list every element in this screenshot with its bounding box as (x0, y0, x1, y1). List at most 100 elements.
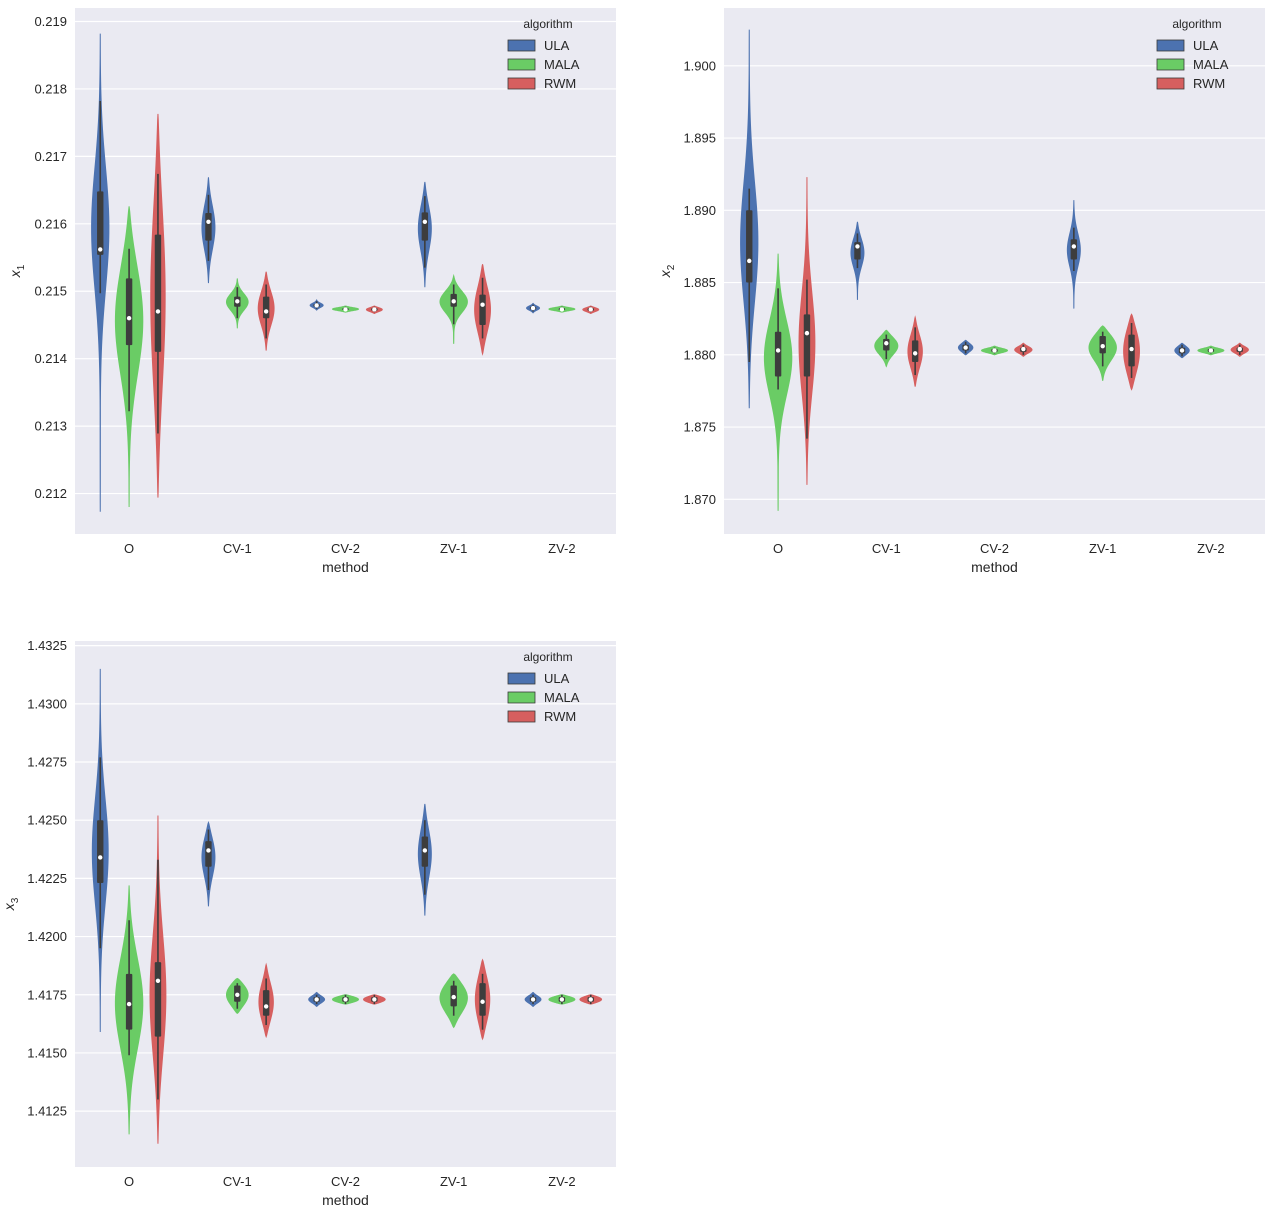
legend-swatch-mala (1156, 58, 1185, 71)
legend-label: ULA (544, 671, 570, 686)
violin-iqr-box (262, 990, 270, 1016)
violin-iqr-box (154, 234, 162, 352)
violin-median (588, 307, 593, 312)
violin-median (235, 992, 240, 997)
violin-median (263, 309, 269, 314)
legend-swatch-ula (1156, 39, 1185, 52)
x-tick-label: CV-2 (331, 1174, 360, 1189)
y-tick-label: 1.4175 (27, 987, 67, 1002)
violin-iqr-box (479, 983, 486, 1016)
legend-title: algorithm (1172, 17, 1221, 31)
violin-iqr-box (1070, 239, 1078, 260)
y-tick-label: 1.870 (683, 492, 716, 507)
y-tick-label: 1.4325 (27, 638, 67, 653)
plot-background (75, 641, 616, 1167)
y-tick-label: 0.212 (34, 486, 67, 501)
legend-label: RWM (544, 76, 576, 91)
violin-median (155, 309, 161, 314)
legend-swatch-mala (507, 58, 536, 71)
y-tick-label: 1.875 (683, 420, 716, 435)
y-tick-label: 1.880 (683, 347, 716, 362)
x-axis-label: method (322, 559, 369, 575)
violin-median (343, 307, 348, 312)
violin-median (422, 848, 428, 853)
violin-iqr-box (803, 314, 811, 377)
x-axis-label: method (322, 1192, 369, 1208)
y-tick-label: 1.4125 (27, 1104, 67, 1119)
y-tick-label: 0.219 (34, 14, 67, 29)
violin-iqr-box (97, 820, 104, 884)
violin-median (451, 299, 456, 304)
x-tick-label: ZV-2 (548, 1174, 575, 1189)
violin-median (263, 1004, 269, 1009)
violin-median (98, 855, 103, 860)
violin-iqr-box (421, 212, 429, 241)
y-axis-label-base: x (657, 269, 673, 278)
violin-median (588, 997, 593, 1002)
violin-median (451, 994, 456, 1000)
violin-median (1129, 346, 1134, 352)
violin-median (963, 345, 968, 350)
violin-median (804, 330, 810, 336)
violin-median (992, 348, 997, 353)
violin-median (480, 999, 485, 1004)
x-tick-label: CV-1 (223, 541, 252, 556)
violin-median (206, 848, 211, 853)
x-tick-label: ZV-2 (548, 541, 575, 556)
violin-median (155, 978, 161, 984)
y-tick-label: 1.4250 (27, 813, 67, 828)
violin-median (530, 997, 536, 1002)
legend-label: MALA (1193, 57, 1229, 72)
y-tick-label: 1.900 (683, 58, 716, 73)
legend-swatch-ula (507, 39, 536, 52)
y-axis-label: x2 (657, 264, 677, 278)
violin-iqr-box (125, 278, 133, 346)
violin-median (1179, 348, 1185, 353)
x-tick-label: ZV-1 (440, 1174, 467, 1189)
x-tick-label: CV-2 (980, 541, 1009, 556)
y-tick-label: 0.218 (34, 81, 67, 96)
legend: algorithm ULA MALA RWM (507, 17, 580, 91)
y-tick-label: 1.895 (683, 131, 716, 146)
violin-iqr-box (205, 213, 212, 241)
y-axis-label-base: x (7, 269, 23, 278)
legend-swatch-rwm (1156, 77, 1185, 90)
x-tick-label: CV-2 (331, 541, 360, 556)
legend-title: algorithm (523, 650, 572, 664)
violin-median (314, 997, 319, 1002)
violin-iqr-box (262, 296, 270, 319)
violin-median (559, 307, 565, 312)
legend-label: RWM (1193, 76, 1225, 91)
x-tick-label: CV-1 (223, 1174, 252, 1189)
violin-median (530, 305, 536, 311)
violin-median (884, 341, 889, 346)
y-tick-label: 1.4200 (27, 929, 67, 944)
violin-median (98, 247, 103, 252)
chart-panel-1: 0.212 0.213 0.214 0.215 0.216 0.217 0.218 0.219… (7, 8, 616, 575)
x-axis-label: method (971, 559, 1018, 575)
violin-median (1237, 346, 1242, 352)
violin-median (126, 316, 132, 321)
violin-median (747, 258, 752, 264)
y-axis-label-subscript: 3 (10, 897, 21, 903)
legend-label: RWM (544, 709, 576, 724)
y-tick-label: 1.4300 (27, 696, 67, 711)
y-tick-label: 1.4150 (27, 1045, 67, 1060)
legend-swatch-ula (507, 672, 536, 685)
y-tick-label: 0.214 (34, 351, 67, 366)
violin-median (480, 302, 485, 307)
y-tick-label: 0.215 (34, 284, 67, 299)
plot-background (724, 8, 1265, 534)
legend-swatch-rwm (507, 710, 536, 723)
legend-swatch-mala (507, 691, 536, 704)
y-tick-label: 0.213 (34, 419, 67, 434)
violin-median (314, 303, 319, 308)
x-tick-label: ZV-2 (1197, 541, 1224, 556)
legend: algorithm ULA MALA RWM (1156, 17, 1229, 91)
y-tick-label: 0.216 (34, 216, 67, 231)
y-tick-label: 0.217 (34, 149, 67, 164)
x-tick-label: CV-1 (872, 541, 901, 556)
legend-label: ULA (1193, 38, 1219, 53)
y-tick-label: 1.4275 (27, 755, 67, 770)
y-tick-label: 1.885 (683, 275, 716, 290)
